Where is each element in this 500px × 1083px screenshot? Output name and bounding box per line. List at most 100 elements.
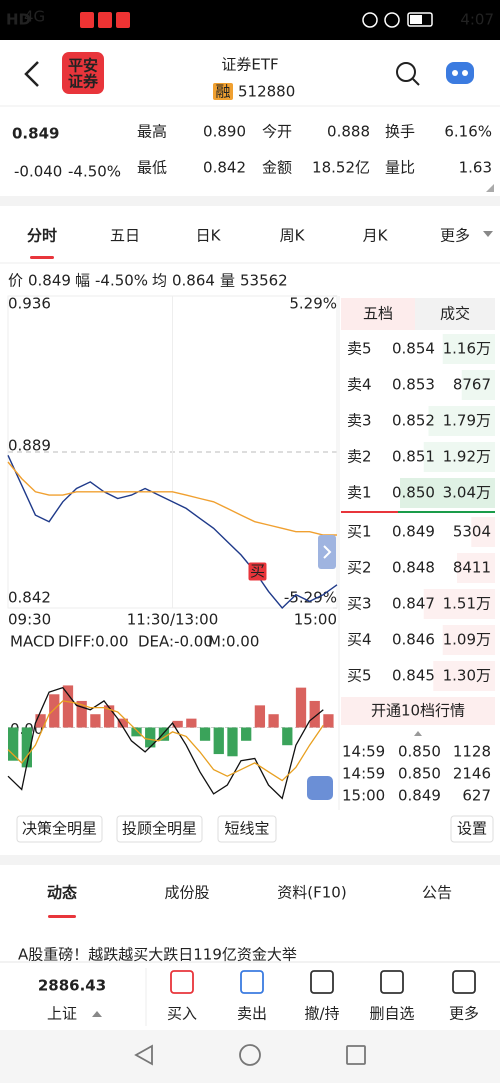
tool-button[interactable]: [16, 815, 103, 843]
period-tab[interactable]: 五日: [110, 227, 140, 245]
info-value: 0.864: [172, 272, 215, 290]
action-icon[interactable]: [380, 970, 404, 994]
period-tab[interactable]: 日K: [196, 227, 222, 245]
trade-volume: 2146: [453, 765, 491, 783]
period-tab[interactable]: 更多: [440, 227, 470, 245]
nav-back[interactable]: [134, 1044, 153, 1066]
period-tab[interactable]: 周K: [280, 227, 306, 245]
ask-price: 0.853: [392, 376, 435, 394]
stock-title: 证券ETF: [221, 56, 278, 74]
action-label[interactable]: 撤/持: [304, 1005, 339, 1023]
action-icon[interactable]: [170, 970, 194, 994]
bid-label: 买3: [347, 595, 372, 613]
upgrade-bg[interactable]: [341, 697, 495, 725]
info-tab[interactable]: 资料(F10): [277, 884, 346, 902]
info-tab[interactable]: 动态: [47, 884, 77, 902]
robot-icon[interactable]: [446, 62, 474, 84]
ob-tab[interactable]: 五档: [363, 305, 393, 323]
ask-depth: [442, 334, 495, 364]
ask-label: 卖5: [347, 340, 372, 358]
ob-tab[interactable]: 成交: [440, 305, 470, 323]
change-pct: -4.50%: [68, 163, 121, 181]
macd-line: [7, 686, 324, 800]
back-icon[interactable]: [24, 61, 39, 87]
x-tick-label: 11:30/13:00: [127, 611, 219, 629]
nav-recent[interactable]: [346, 1045, 366, 1065]
info-tab[interactable]: 公告: [422, 884, 452, 902]
badge: 融: [215, 83, 230, 101]
bottom-bar: [0, 962, 500, 1030]
macd-bar: [323, 714, 334, 728]
macd-bar: [268, 714, 279, 728]
period-tab[interactable]: 月K: [363, 227, 389, 245]
macd-line: [7, 700, 324, 782]
action-label[interactable]: 买入: [167, 1005, 197, 1023]
nav-home[interactable]: [239, 1044, 261, 1066]
stat-value: 1.63: [459, 159, 492, 177]
action-label[interactable]: 卖出: [237, 1005, 267, 1023]
ask-label: 卖3: [347, 412, 372, 430]
action-icon[interactable]: [452, 970, 476, 994]
bid-depth: [457, 553, 495, 583]
bid-label: 买1: [347, 523, 372, 541]
tool-label[interactable]: 短线宝: [224, 820, 269, 838]
macd-bar: [254, 705, 266, 728]
index-value[interactable]: 2886.43: [38, 977, 106, 995]
nav-bar: [0, 1030, 500, 1083]
battery-level: [410, 15, 422, 24]
trade-price: 0.850: [398, 765, 441, 783]
tool-label[interactable]: 决策全明星: [22, 820, 97, 838]
tool-label[interactable]: 投顾全明星: [122, 820, 197, 838]
action-label[interactable]: 更多: [449, 1005, 479, 1023]
bid-volume: 1.09万: [443, 631, 491, 649]
zoom-button[interactable]: [307, 776, 333, 800]
status-icon: [98, 12, 112, 28]
tool-button[interactable]: [217, 815, 277, 843]
bid-volume: 1.30万: [443, 667, 491, 685]
macd-bar: [90, 714, 101, 728]
stat-label: 换手: [385, 123, 415, 141]
expand-button[interactable]: [318, 535, 336, 569]
ask-volume: 1.92万: [443, 448, 491, 466]
trade-time: 14:59: [342, 765, 385, 783]
macd-bar: [131, 727, 142, 737]
stat-label: 今开: [262, 123, 292, 141]
search-icon: [412, 78, 420, 86]
macd-bar: [282, 727, 293, 746]
info-tab[interactable]: 成份股: [164, 884, 209, 902]
ask-volume: 8767: [453, 376, 491, 394]
upgrade-link[interactable]: 开通10档行情: [371, 702, 465, 720]
status-time: 4:07: [460, 11, 494, 29]
bid-label: 买5: [347, 667, 372, 685]
action-icon[interactable]: [310, 970, 334, 994]
ask-label: 卖2: [347, 448, 372, 466]
logo-text: 证券: [68, 73, 99, 91]
search-icon[interactable]: [396, 62, 416, 82]
settings-button[interactable]: [450, 815, 494, 843]
macd-bar: [158, 727, 170, 741]
status-icon: [80, 12, 94, 28]
macd-bar: [103, 705, 115, 728]
macd-bar: [21, 727, 32, 768]
logo: [62, 52, 104, 94]
ask-price: 0.854: [392, 340, 435, 358]
bid-label: 买4: [347, 631, 372, 649]
stock-code: 512880: [238, 83, 295, 101]
macd-bar: [199, 727, 211, 741]
period-tab[interactable]: 分时: [27, 227, 57, 245]
macd-bar: [172, 720, 183, 728]
x-tick-label: 15:00: [294, 611, 337, 629]
tool-button[interactable]: [116, 815, 203, 843]
news-headline[interactable]: A股重磅！越跌越买大跌日119亿资金大举: [18, 946, 297, 964]
macd-bar: [62, 685, 74, 728]
stat-value: 0.890: [203, 123, 246, 141]
status-icon: [116, 12, 130, 28]
change: -0.040: [14, 163, 62, 181]
action-label[interactable]: 删自选: [369, 1005, 414, 1023]
bid-price: 0.847: [392, 595, 435, 613]
x-tick-label: 09:30: [8, 611, 51, 629]
ask-label: 卖4: [347, 376, 372, 394]
action-icon[interactable]: [240, 970, 264, 994]
settings-label[interactable]: 设置: [457, 820, 487, 838]
